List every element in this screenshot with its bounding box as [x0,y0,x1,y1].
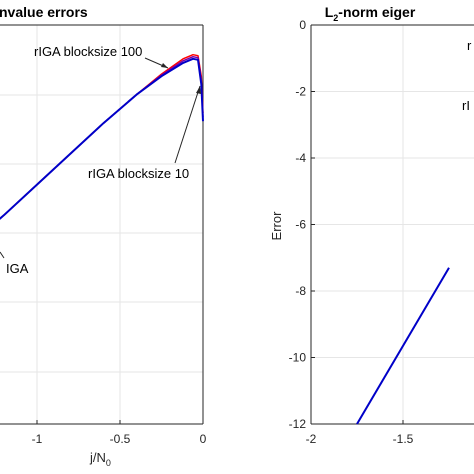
left-x-label-sub: 0 [106,458,111,468]
right-panel: L2-norm eiger 0-2-4-6-8-10-12-2 -1.5 r rI… [269,4,474,446]
arrow-riga-10 [174,85,201,164]
left-series-lines [0,53,204,220]
left-panel-title: nvalue errors [0,4,88,20]
left-x-label: j/N0 [89,450,111,468]
right-title-sub: 2 [333,13,338,23]
right-y-tick-label-3: -6 [295,218,306,232]
arrow-iga [0,251,5,259]
right-x-tick-label-0: -2 [306,432,317,446]
right-y-tick-label-2: -4 [295,151,306,165]
arrowhead-riga-10 [196,86,201,94]
right-y-tick-label-0: 0 [299,18,306,32]
right-panel-title: L2-norm eiger [325,4,416,23]
annotation-iga: IGA [6,261,29,276]
right-y-tick-label-6: -12 [289,417,307,431]
left-panel: nvalue errors -1 -0.5 0 rIGA blocksize 100… [0,4,207,468]
right-y-tick-label-4: -8 [295,284,306,298]
left-x-tick-label-1: -0.5 [110,432,131,446]
right-x-tick-label-1: -1.5 [393,432,414,446]
annotation-riga-100: rIGA blocksize 100 [34,44,142,59]
right-title-rest: -norm eiger [338,4,416,20]
right-edge-label-1: r [467,38,472,53]
right-title-main: L [325,4,334,20]
left-x-tick-label-2: 0 [200,432,207,446]
right-y-tick-label-5: -10 [289,351,307,365]
arrowhead-riga-100 [161,63,168,68]
right-series-line-0 [356,267,450,425]
left-x-label-main: j/N [89,450,106,465]
left-x-tick-label-0: -1 [32,432,43,446]
left-series-line-2 [0,57,204,220]
left-gridlines [0,24,204,424]
right-series-lines [356,267,450,425]
right-edge-label-2: rI [462,98,470,113]
right-ticks: 0-2-4-6-8-10-12-2 -1.5 [289,18,414,446]
right-y-tick-label-1: -2 [295,85,306,99]
left-x-ticks: -1 -0.5 0 [32,420,207,446]
right-y-label: Error [269,211,284,241]
annotation-riga-10: rIGA blocksize 10 [88,166,189,181]
